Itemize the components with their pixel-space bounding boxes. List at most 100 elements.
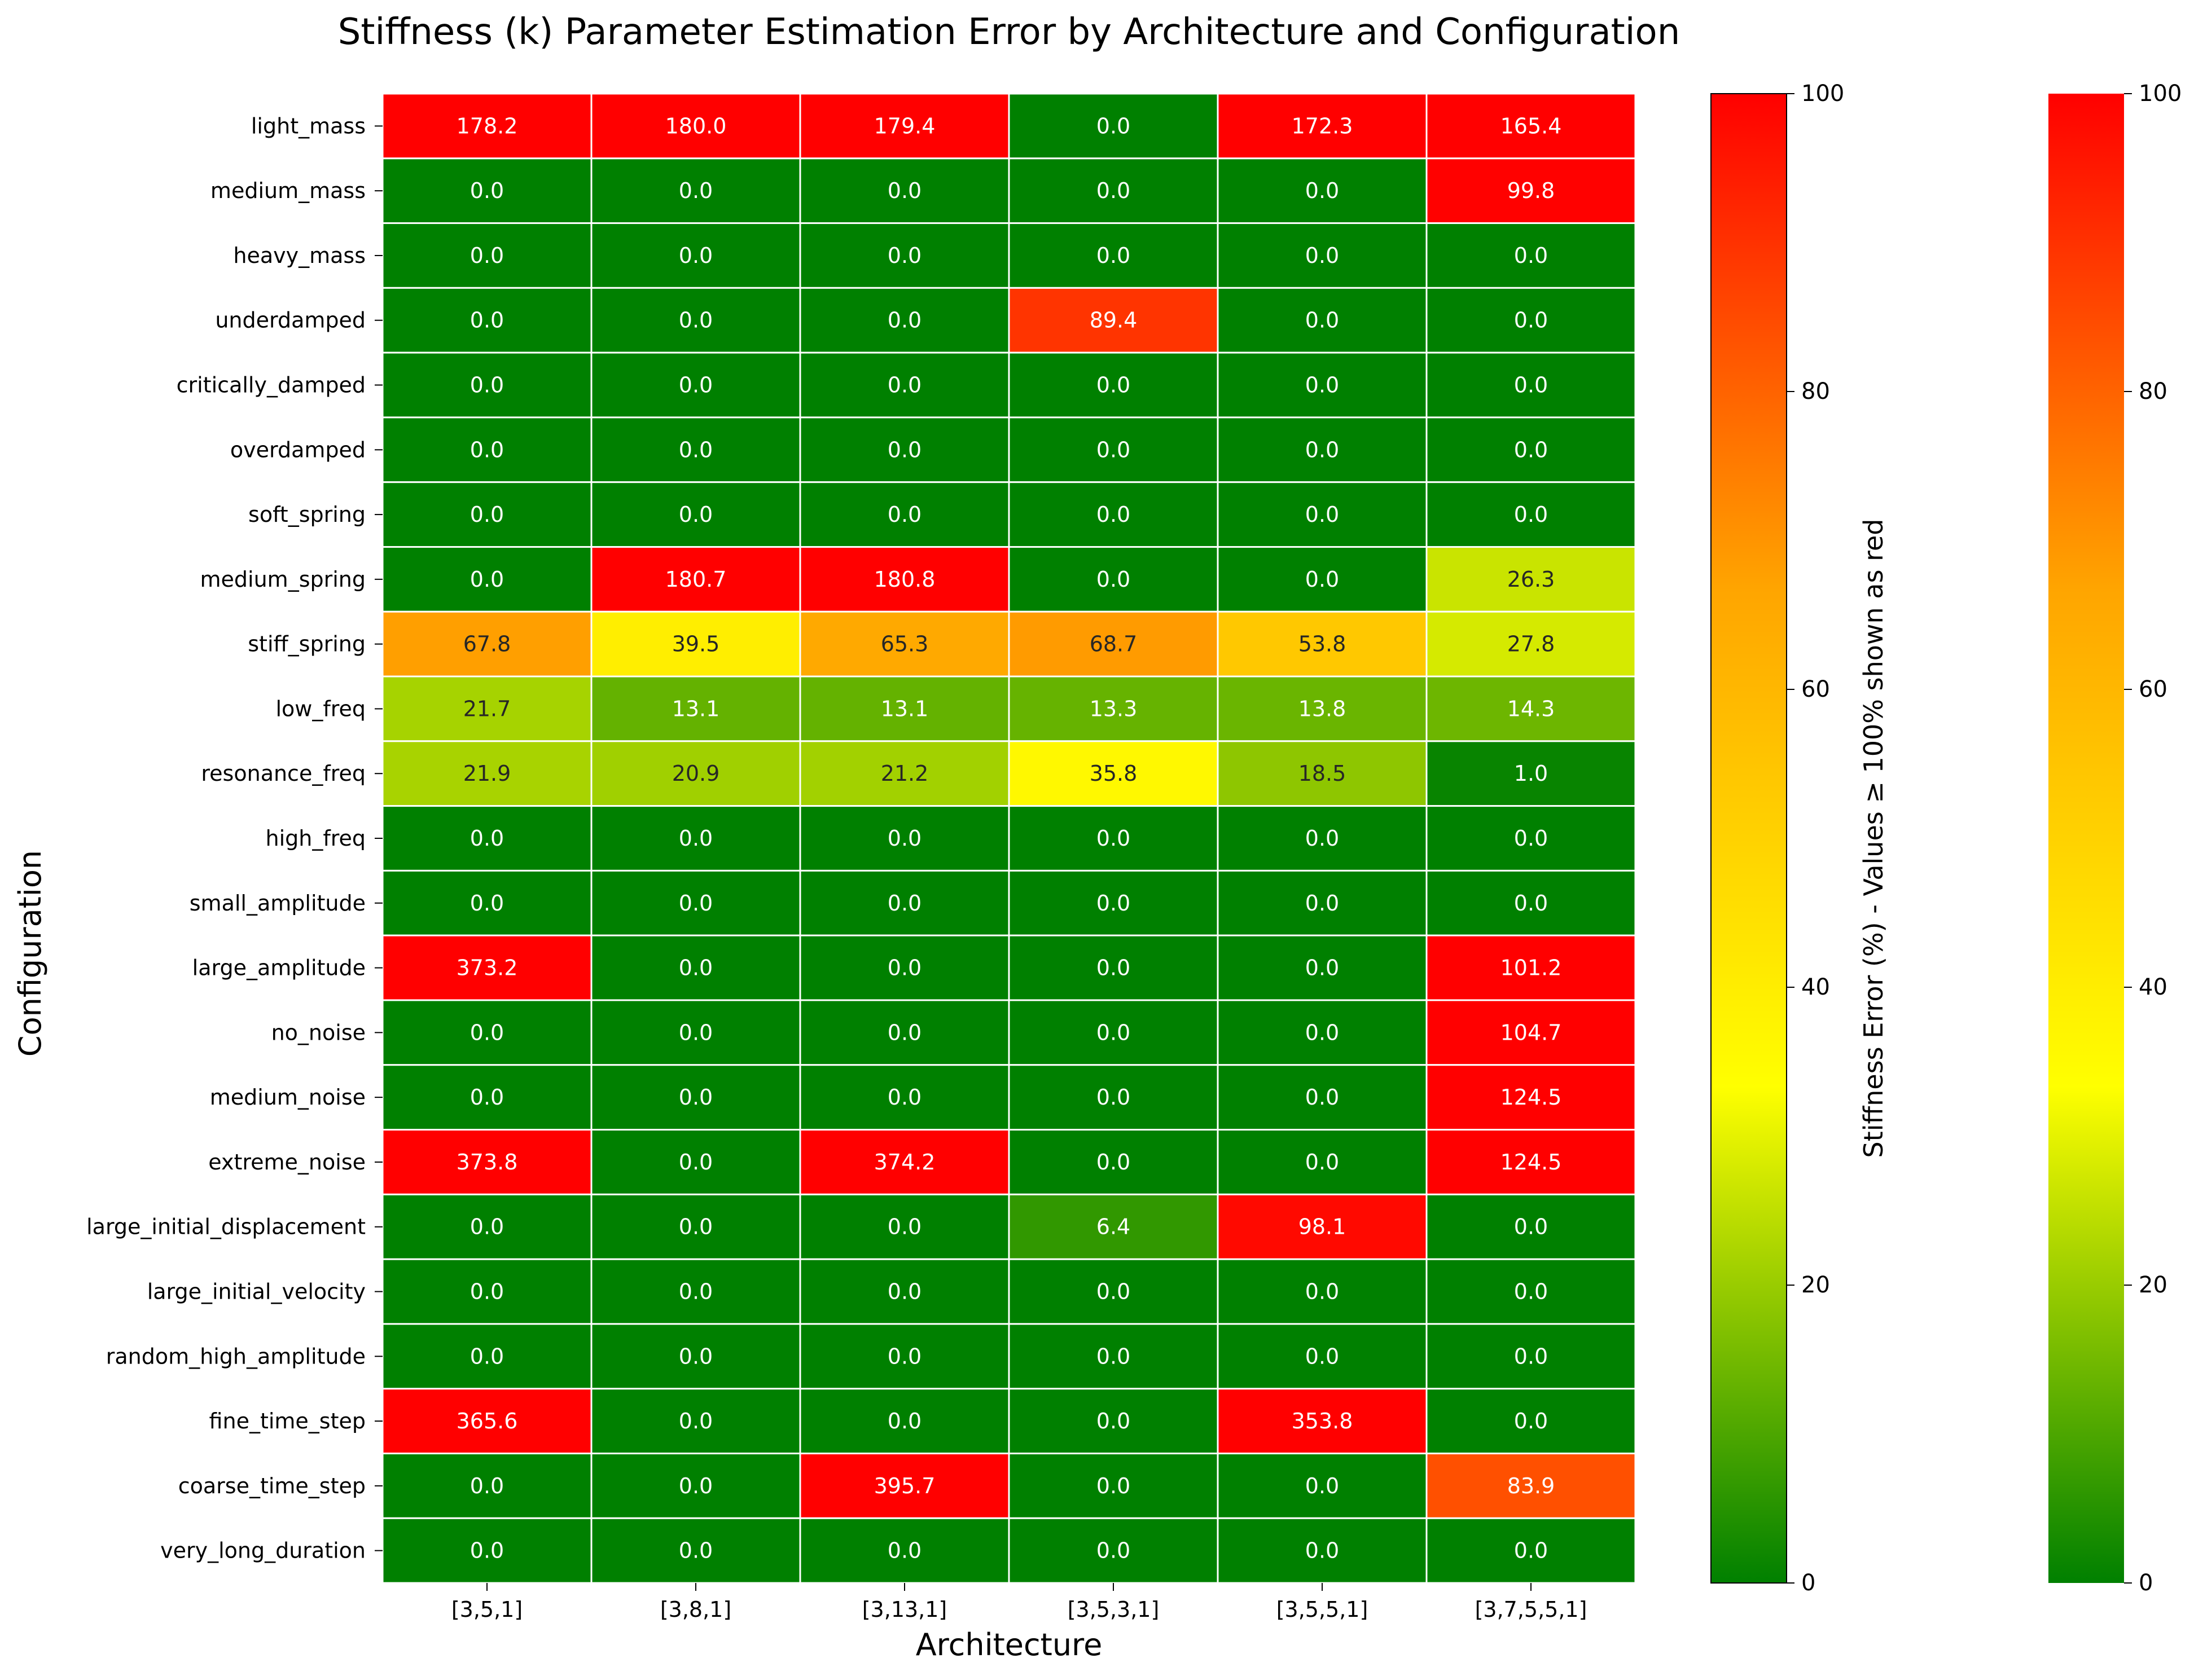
cell-value-label: 0.0	[470, 178, 504, 203]
heatmap-cell	[590, 675, 801, 742]
cell-value-label: 0.0	[1096, 1085, 1130, 1110]
heatmap-cell	[590, 610, 801, 678]
heatmap-cell	[381, 740, 593, 807]
cell-value-label: 21.7	[463, 696, 511, 721]
cell-value-label: 0.0	[679, 956, 713, 980]
cell-value-label: 13.1	[672, 696, 720, 721]
y-tick-label: large_amplitude	[192, 956, 366, 980]
cell-value-label: 0.0	[1514, 243, 1548, 268]
heatmap-cell	[1425, 1129, 1636, 1195]
y-tick-label: resonance_freq	[201, 761, 366, 786]
cell-value-label: 21.9	[463, 761, 511, 786]
cell-value-label: 0.0	[1305, 1538, 1339, 1563]
cell-value-label: 0.0	[1096, 502, 1130, 527]
cell-value-label: 179.4	[874, 113, 936, 138]
heatmap-cell	[381, 1129, 593, 1195]
cell-value-label: 0.0	[1096, 567, 1130, 592]
heatmap-cell	[590, 287, 801, 354]
heatmap-cell	[1425, 1452, 1636, 1519]
cell-value-label: 0.0	[679, 437, 713, 462]
cell-value-label: 0.0	[1305, 891, 1339, 916]
heatmap-cell	[1425, 546, 1636, 613]
cell-value-label: 0.0	[470, 243, 504, 268]
heatmap-cell	[381, 287, 593, 354]
heatmap-cell	[799, 481, 1010, 548]
cell-value-label: 0.0	[1514, 1215, 1548, 1239]
cell-value-label: 27.8	[1507, 632, 1555, 657]
heatmap-cell	[1217, 222, 1428, 289]
heatmap-cell	[1425, 351, 1636, 419]
y-tick-label: stiff_spring	[248, 632, 366, 657]
cell-value-label: 0.0	[1514, 308, 1548, 333]
cell-value-label: 0.0	[1096, 1474, 1130, 1498]
cell-value-label: 0.0	[679, 243, 713, 268]
y-tick-label: fine_time_step	[209, 1409, 366, 1433]
y-tick-label: no_noise	[271, 1020, 366, 1045]
cell-value-label: 0.0	[679, 891, 713, 916]
y-tick-label: low_freq	[275, 696, 366, 721]
cell-value-label: 180.8	[874, 567, 936, 592]
heatmap-cell	[799, 1452, 1010, 1519]
colorbar-tick-label: 60	[1801, 676, 1830, 702]
y-tick-label: extreme_noise	[208, 1150, 366, 1175]
heatmap-cell	[1008, 1388, 1219, 1454]
heatmap-cell	[1217, 1452, 1428, 1519]
heatmap-cell	[1217, 1193, 1428, 1260]
cell-value-label: 0.0	[470, 826, 504, 851]
heatmap-cell	[1008, 546, 1219, 613]
cell-value-label: 0.0	[470, 567, 504, 592]
cell-value-label: 104.7	[1500, 1020, 1562, 1045]
cell-value-label: 83.9	[1507, 1474, 1555, 1498]
heatmap-cell	[381, 351, 593, 419]
cell-value-label: 365.6	[457, 1409, 518, 1433]
cell-value-label: 0.0	[1305, 1085, 1339, 1110]
cell-value-label: 0.0	[888, 1279, 922, 1304]
heatmap-cell	[1217, 675, 1428, 742]
heatmap-cell	[799, 934, 1010, 1001]
colorbar-tick-label: 80	[1801, 379, 1830, 404]
cell-value-label: 0.0	[1096, 1279, 1130, 1304]
cell-value-label: 0.0	[1514, 1279, 1548, 1304]
cell-value-label: 0.0	[1514, 1344, 1548, 1369]
cell-value-label: 0.0	[888, 891, 922, 916]
y-tick-label: large_initial_displacement	[86, 1215, 366, 1239]
heatmap-cell	[1008, 740, 1219, 807]
cell-value-label: 0.0	[470, 1020, 504, 1045]
cell-value-label: 0.0	[888, 437, 922, 462]
cell-value-label: 180.0	[665, 113, 727, 138]
heatmap-cell	[1217, 546, 1428, 613]
y-tick-label: high_freq	[265, 826, 366, 851]
cell-value-label: 0.0	[1096, 1538, 1130, 1563]
heatmap-cell	[1425, 1323, 1636, 1390]
cell-value-label: 0.0	[888, 178, 922, 203]
heatmap-cell	[381, 999, 593, 1066]
cell-value-label: 0.0	[1305, 502, 1339, 527]
colorbar-title: Stiffness Error (%) - Values ≥ 100% show…	[1858, 519, 1889, 1158]
heatmap-cell	[1425, 934, 1636, 1001]
heatmap-cell	[1008, 805, 1219, 872]
cell-value-label: 0.0	[1305, 567, 1339, 592]
heatmap-cell	[590, 1258, 801, 1325]
y-axis-ticks: light_mass medium_mass heavy_mass underdamp…	[86, 113, 383, 1563]
heatmap-cell	[590, 1323, 801, 1390]
heatmap-cell	[1425, 610, 1636, 678]
y-tick-label: small_amplitude	[190, 891, 366, 916]
colorbar-tick-label: 0	[1801, 1570, 1815, 1596]
cell-value-label: 0.0	[1096, 1150, 1130, 1175]
cell-value-label: 0.0	[679, 178, 713, 203]
heatmap-cell	[799, 351, 1010, 419]
cell-value-label: 0.0	[470, 1344, 504, 1369]
cell-value-label: 20.9	[672, 761, 720, 786]
cell-value-label: 0.0	[1096, 826, 1130, 851]
cell-value-label: 0.0	[888, 826, 922, 851]
heatmap-cell	[590, 1517, 801, 1584]
heatmap-cell	[1425, 805, 1636, 872]
cell-value-label: 353.8	[1292, 1409, 1353, 1433]
cell-value-label: 0.0	[679, 1279, 713, 1304]
cell-value-label: 0.0	[1305, 1150, 1339, 1175]
cell-value-label: 0.0	[1096, 178, 1130, 203]
heatmap-cell	[799, 1517, 1010, 1584]
cell-value-label: 0.0	[1305, 1020, 1339, 1045]
heatmap-cell	[381, 1193, 593, 1260]
